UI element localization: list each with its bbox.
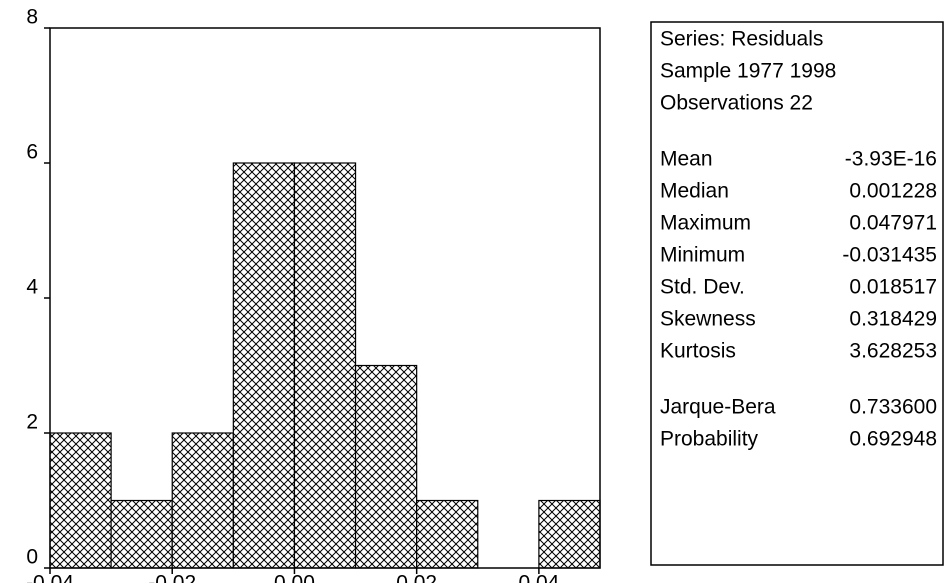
stats-value: 0.733600 <box>849 396 937 419</box>
x-tick-label: 0.02 <box>396 572 437 583</box>
x-tick-label: 0.00 <box>274 572 315 583</box>
stats-box <box>650 21 944 566</box>
stats-label: Skewness <box>660 308 756 331</box>
stats-value: 0.692948 <box>849 428 937 451</box>
stats-line: Sample 1977 1998 <box>660 60 836 83</box>
bar <box>49 432 112 569</box>
stats-label: Minimum <box>660 244 745 267</box>
stats-value: -3.93E-16 <box>845 148 937 171</box>
bar <box>416 499 479 569</box>
bar <box>354 364 418 569</box>
stats-label: Probability <box>660 428 759 451</box>
stats-label: Std. Dev. <box>660 276 745 299</box>
y-tick-label: 0 <box>26 546 38 569</box>
stats-label: Kurtosis <box>660 340 736 363</box>
bar <box>538 499 601 569</box>
x-tick-label: -0.02 <box>148 572 196 583</box>
stats-line: Series: Residuals <box>660 28 823 51</box>
y-tick-label: 6 <box>26 141 38 164</box>
stats-label: Mean <box>660 148 713 171</box>
stats-value: -0.031435 <box>842 244 937 267</box>
y-tick-label: 2 <box>26 411 38 434</box>
stats-value: 3.628253 <box>849 340 937 363</box>
x-tick-label: 0.04 <box>518 572 559 583</box>
y-tick-label: 4 <box>26 276 38 299</box>
stats-label: Jarque-Bera <box>660 396 776 419</box>
stats-line: Observations 22 <box>660 92 813 115</box>
stats-value: 0.318429 <box>849 308 937 331</box>
bar <box>232 162 296 569</box>
x-tick-label: -0.04 <box>26 572 74 583</box>
stats-label: Maximum <box>660 212 751 235</box>
y-tick-label: 8 <box>26 6 38 29</box>
bar <box>110 499 173 569</box>
bar <box>171 432 234 569</box>
stats-value: 0.018517 <box>849 276 937 299</box>
stats-label: Median <box>660 180 729 203</box>
stats-value: 0.047971 <box>849 212 937 235</box>
stats-value: 0.001228 <box>849 180 937 203</box>
bar <box>293 162 357 569</box>
